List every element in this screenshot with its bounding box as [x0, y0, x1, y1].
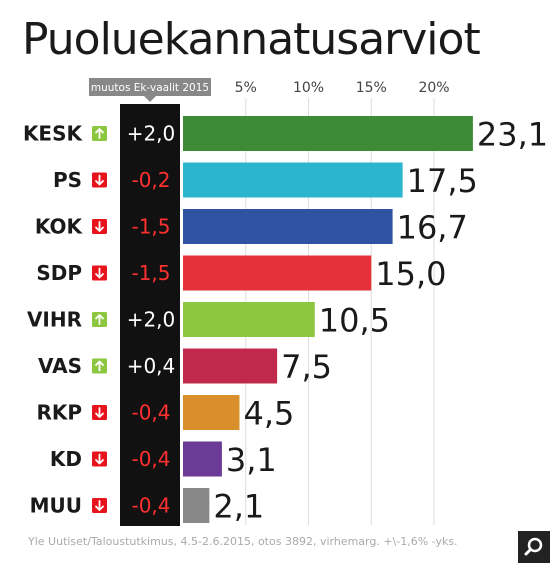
zoom-button[interactable]	[518, 531, 550, 563]
party-label: KESK	[23, 122, 84, 146]
change-header-pointer	[144, 96, 156, 102]
value-label: 15,0	[375, 255, 446, 293]
arrow-icon-glyph	[95, 314, 104, 325]
change-value: +2,0	[127, 308, 176, 332]
down-arrow-icon	[92, 172, 107, 188]
source-note: Yle Uutiset/Taloustutkimus, 4.5-2.6.2015…	[28, 535, 458, 548]
value-label: 17,5	[407, 162, 478, 200]
party-label: SDP	[36, 261, 82, 285]
bar	[183, 348, 278, 384]
value-label: 7,5	[281, 348, 332, 386]
party-label: KD	[50, 447, 82, 471]
down-arrow-icon	[92, 405, 107, 420]
change-value: +0,4	[127, 354, 176, 378]
x-tick-label: 20%	[418, 80, 449, 96]
party-label: KOK	[35, 215, 84, 239]
change-header-tab	[89, 78, 211, 96]
change-header-label: muutos Ek-vaalit 2015	[91, 82, 209, 94]
down-arrow-icon	[92, 498, 107, 513]
value-label: 10,5	[319, 302, 390, 340]
arrow-icon-glyph	[95, 407, 104, 418]
bar	[183, 395, 240, 430]
bar	[183, 302, 315, 337]
party-label: PS	[53, 168, 82, 192]
bar	[183, 488, 210, 523]
bar	[183, 255, 372, 291]
value-label: 4,5	[243, 395, 294, 433]
change-column	[120, 104, 180, 526]
party-label: VAS	[38, 354, 82, 378]
bar-rows: KESK +2,0 23,1 PS -0,2 17,5 KOK -1,5 16,7 SDP -1,5…	[23, 116, 548, 526]
change-column-bg	[120, 104, 180, 526]
party-label: MUU	[30, 494, 82, 518]
party-label: RKP	[36, 401, 82, 425]
x-tick-label: 5%	[235, 80, 257, 96]
arrow-icon-glyph	[95, 221, 104, 232]
down-arrow-icon	[92, 265, 107, 281]
arrow-icon-glyph	[95, 267, 104, 279]
arrow-icon-glyph	[95, 360, 104, 372]
change-value: +2,0	[127, 122, 176, 146]
change-value: -0,4	[131, 447, 170, 471]
arrow-icon-glyph	[95, 174, 104, 186]
change-value: -1,5	[131, 261, 170, 285]
magnifier-icon	[524, 537, 543, 556]
arrow-icon-glyph	[95, 128, 104, 139]
bar	[183, 209, 393, 244]
value-label: 2,1	[213, 488, 264, 526]
chart-title: Puoluekannatusarviot	[22, 14, 481, 65]
change-header: muutos Ek-vaalit 2015	[89, 78, 211, 102]
value-label: 23,1	[477, 116, 548, 154]
x-tick-label: 10%	[293, 80, 324, 96]
arrow-icon-glyph	[95, 500, 104, 511]
up-arrow-icon	[92, 358, 107, 374]
value-label: 16,7	[397, 209, 468, 247]
value-label: 3,1	[226, 441, 277, 479]
bar	[183, 162, 403, 198]
down-arrow-icon	[92, 451, 107, 467]
party-label: VIHR	[27, 308, 82, 332]
change-value: -0,4	[131, 401, 170, 425]
up-arrow-icon	[92, 126, 107, 141]
bar	[183, 116, 473, 151]
bar	[183, 441, 222, 477]
up-arrow-icon	[92, 312, 107, 327]
change-value: -0,2	[131, 168, 170, 192]
down-arrow-icon	[92, 219, 107, 234]
change-value: -0,4	[131, 494, 170, 518]
chart: 5% 10% 15% 20% muutos Ek-vaalit 2015 KESK +2…	[23, 78, 548, 526]
arrow-icon-glyph	[95, 453, 104, 465]
change-value: -1,5	[131, 215, 170, 239]
x-tick-label: 15%	[356, 80, 387, 96]
